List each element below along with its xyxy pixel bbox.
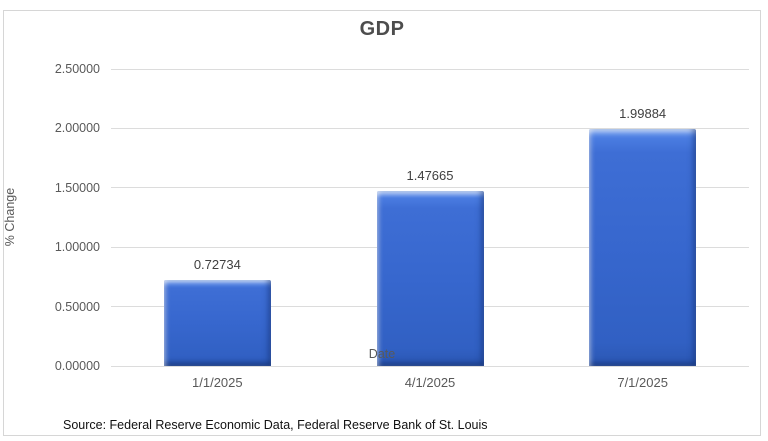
gridline <box>111 68 749 70</box>
x-tick-label: 7/1/2025 <box>617 375 668 390</box>
y-tick-label: 1.00000 <box>54 240 100 255</box>
source-note: Source: Federal Reserve Economic Data, F… <box>63 418 488 432</box>
y-tick-label: 2.50000 <box>54 62 100 76</box>
gridline <box>111 365 749 367</box>
gridline <box>111 127 749 129</box>
x-tick-label: 1/1/2025 <box>192 375 243 390</box>
y-tick-label: 0.00000 <box>54 359 100 373</box>
bar-4/1/2025[interactable] <box>376 190 484 366</box>
x-axis-title: Date <box>368 347 396 361</box>
x-tick-label: 4/1/2025 <box>404 375 456 390</box>
chart-title: GDP <box>359 18 405 40</box>
y-tick-label: 1.50000 <box>54 180 100 195</box>
data-label: 1.47665 <box>406 167 454 183</box>
gridline <box>111 187 749 189</box>
bar-1/1/2025[interactable] <box>163 279 271 366</box>
y-axis-title: % Change <box>3 187 17 247</box>
y-tick-label: 0.50000 <box>54 299 100 314</box>
y-tick-label: 2.00000 <box>54 121 100 136</box>
bar-7/1/2025[interactable] <box>589 128 697 366</box>
data-label: 0.72734 <box>193 256 241 272</box>
plot-area: 0.00000 0.50000 1.00000 1.50000 2.00000 2.500… <box>55 62 749 390</box>
chart-panel: GDP % Change 0.00000 0.50000 1.00000 1.5000… <box>3 10 761 436</box>
data-label: 1.99884 <box>619 105 667 121</box>
